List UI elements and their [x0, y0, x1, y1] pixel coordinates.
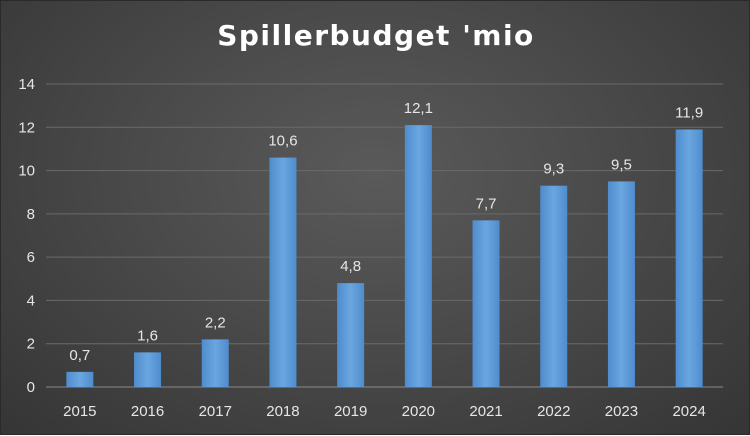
data-label: 1,6: [137, 327, 158, 344]
y-tick-label: 6: [27, 249, 35, 266]
y-tick-label: 0: [27, 379, 35, 396]
x-tick-label: 2022: [537, 403, 570, 420]
x-tick-label: 2018: [266, 403, 299, 420]
bar: [134, 352, 162, 387]
y-tick-label: 2: [27, 336, 35, 353]
data-label: 11,9: [675, 104, 703, 121]
bar: [337, 283, 365, 387]
bar: [201, 339, 229, 387]
bar: [66, 371, 94, 387]
chart-title: Spillerbudget 'mio: [217, 19, 535, 52]
data-label: 9,5: [611, 156, 632, 173]
bar: [472, 220, 500, 387]
x-tick-label: 2016: [131, 403, 164, 420]
x-tick-label: 2015: [63, 403, 96, 420]
x-tick-label: 2020: [402, 403, 435, 420]
data-label: 4,8: [340, 258, 361, 275]
x-tick-label: 2019: [334, 403, 367, 420]
bar: [675, 129, 703, 387]
x-tick-label: 2017: [199, 403, 232, 420]
bar: [404, 125, 432, 387]
bar: [607, 181, 635, 387]
bar: [540, 185, 568, 387]
y-tick-label: 4: [27, 292, 35, 309]
y-tick-label: 8: [27, 206, 35, 223]
y-tick-label: 10: [18, 163, 35, 180]
x-tick-label: 2021: [469, 403, 502, 420]
data-label: 2,2: [205, 314, 226, 331]
data-label: 10,6: [268, 133, 297, 150]
x-tick-label: 2024: [672, 403, 705, 420]
data-label: 7,7: [476, 195, 497, 212]
data-label: 0,7: [69, 347, 90, 364]
data-label: 9,3: [543, 161, 564, 178]
bar: [269, 157, 297, 387]
x-tick-label: 2023: [605, 403, 638, 420]
y-tick-label: 12: [18, 119, 35, 136]
y-tick-label: 14: [18, 76, 35, 93]
data-label: 12,1: [404, 100, 433, 117]
